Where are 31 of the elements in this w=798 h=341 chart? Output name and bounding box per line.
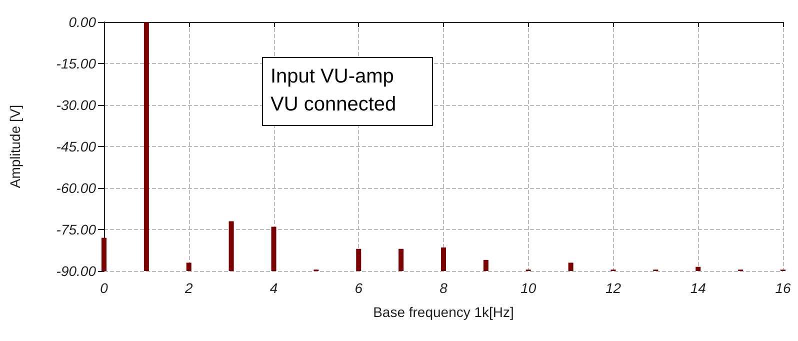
bar — [144, 22, 149, 271]
y-tick-label: -75.00 — [56, 222, 96, 238]
x-tick-label: 14 — [690, 280, 706, 296]
bar — [356, 248, 362, 271]
annotation: Input VU-amp — [270, 66, 394, 88]
x-tick-label: 16 — [775, 280, 791, 296]
x-tick-label: 2 — [184, 280, 193, 296]
bar — [102, 238, 106, 271]
bar — [228, 221, 234, 271]
annotation: VU connected — [270, 94, 396, 116]
x-axis-title: Base frequency 1k[Hz] — [373, 304, 514, 320]
x-tick-label: 4 — [270, 280, 278, 296]
bar — [568, 262, 574, 271]
x-tick-label: 12 — [605, 280, 622, 296]
x-tick-label: 10 — [520, 280, 536, 296]
bar — [398, 248, 404, 271]
y-tick-label: -15.00 — [56, 56, 96, 72]
bar — [696, 266, 701, 271]
y-tick-label: -60.00 — [56, 180, 96, 196]
y-tick-label: -90.00 — [56, 263, 96, 279]
y-tick-label: -30.00 — [56, 97, 96, 113]
y-tick-label: -45.00 — [56, 138, 96, 154]
y-tick-label: 0.00 — [68, 14, 96, 30]
bar — [441, 247, 446, 271]
x-tick-label: 0 — [100, 280, 108, 296]
bar — [186, 262, 192, 271]
bar — [483, 260, 488, 271]
x-tick-label: 8 — [440, 280, 448, 296]
x-tick-label: 6 — [354, 280, 363, 296]
bar — [271, 226, 276, 271]
y-axis-title: Amplitude [V] — [7, 104, 23, 188]
